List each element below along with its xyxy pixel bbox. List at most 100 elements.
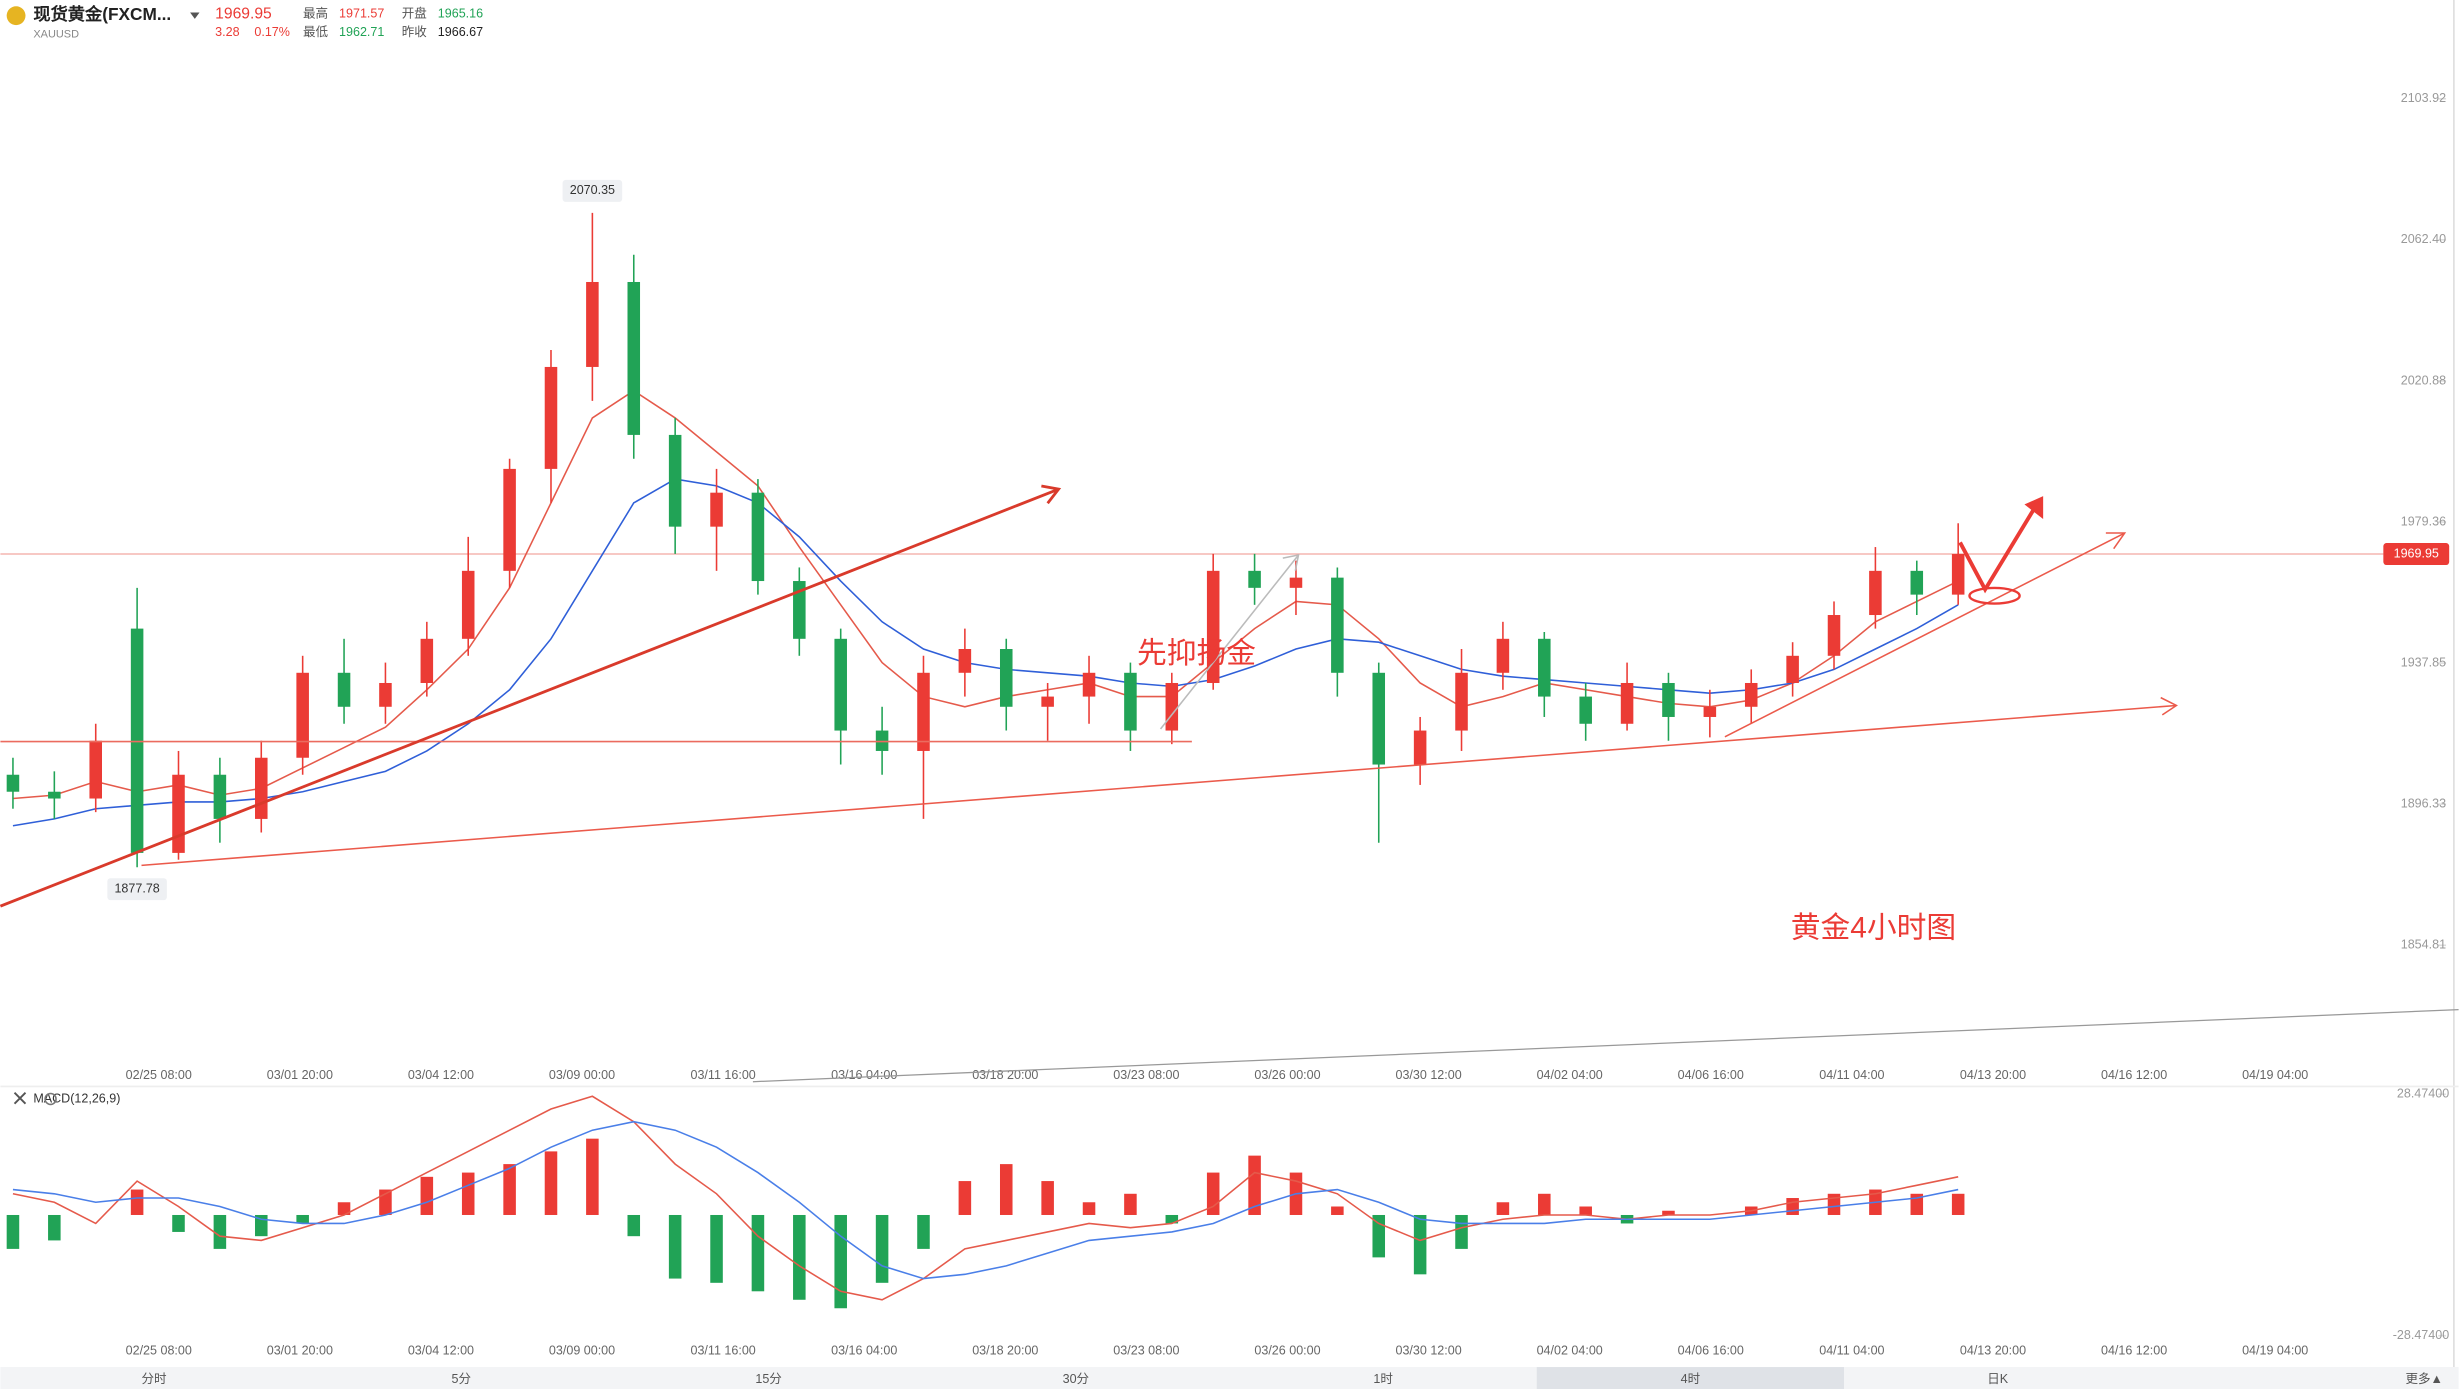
highlight-ellipse bbox=[1968, 586, 2021, 605]
candle-body bbox=[1041, 696, 1054, 707]
candle-body bbox=[668, 434, 682, 527]
x-tick-label: 04/16 12:00 bbox=[2101, 1068, 2167, 1082]
macd-bar bbox=[6, 1214, 20, 1249]
macd-bar bbox=[1413, 1214, 1427, 1275]
candle-body bbox=[1951, 554, 1965, 595]
x-tick-label: 03/11 16:00 bbox=[690, 1068, 755, 1082]
close-icon[interactable] bbox=[13, 1092, 27, 1105]
stat-value: 1966.67 bbox=[438, 25, 483, 39]
x-tick-label: 03/26 00:00 bbox=[1254, 1344, 1320, 1358]
gold-icon bbox=[6, 6, 26, 26]
macd-bar bbox=[1248, 1155, 1261, 1215]
x-tick-label: 03/23 08:00 bbox=[1113, 1068, 1179, 1082]
macd-bar bbox=[668, 1214, 682, 1279]
candle-body bbox=[1538, 638, 1551, 697]
y-tick-label: 28.47400 bbox=[2397, 1087, 2449, 1101]
x-tick-label: 03/01 20:00 bbox=[267, 1068, 333, 1082]
tab-label[interactable]: 4时 bbox=[1681, 1372, 1701, 1386]
tab[interactable] bbox=[2151, 1367, 2459, 1389]
macd-line bbox=[12, 1120, 1959, 1280]
settings-icon[interactable] bbox=[44, 1092, 57, 1106]
dropdown-icon[interactable] bbox=[190, 12, 200, 19]
x-tick-label: 04/19 04:00 bbox=[2242, 1344, 2308, 1358]
candle-body bbox=[503, 468, 516, 571]
extreme-tag bbox=[562, 179, 623, 202]
candle-body bbox=[917, 672, 930, 751]
macd-bar bbox=[999, 1164, 1013, 1215]
price-tag bbox=[2383, 543, 2450, 565]
x-tick-label: 03/04 12:00 bbox=[408, 1344, 474, 1358]
x-tick-label: 04/06 16:00 bbox=[1678, 1068, 1744, 1082]
tab[interactable] bbox=[614, 1367, 923, 1389]
candle-body bbox=[1703, 706, 1717, 717]
stat-label: 昨收 bbox=[402, 25, 428, 39]
macd-bar bbox=[1331, 1206, 1344, 1215]
macd-bar bbox=[544, 1151, 558, 1215]
candle-body bbox=[958, 649, 972, 673]
tab-label[interactable]: 15分 bbox=[755, 1372, 782, 1386]
tab-label[interactable]: 分时 bbox=[142, 1372, 168, 1386]
tab[interactable] bbox=[1536, 1367, 1845, 1389]
candle-body bbox=[1827, 615, 1841, 656]
macd-bar bbox=[296, 1214, 309, 1224]
extreme-label: 2070.35 bbox=[570, 183, 615, 197]
symbol-name[interactable]: 现货黄金(FXCM... bbox=[33, 4, 171, 24]
x-tick-label: 04/02 04:00 bbox=[1537, 1068, 1603, 1082]
candle-body bbox=[834, 638, 847, 731]
price-change: 3.28 bbox=[215, 25, 239, 39]
x-tick-label: 03/23 08:00 bbox=[1113, 1344, 1179, 1358]
price-tag-label: 1969.95 bbox=[2394, 546, 2439, 560]
candle-body bbox=[1289, 577, 1303, 588]
candle-body bbox=[1124, 672, 1137, 731]
tab-label[interactable]: 5分 bbox=[452, 1372, 472, 1386]
tab[interactable] bbox=[922, 1367, 1230, 1389]
annotation: 先抑扬金 bbox=[1137, 637, 1256, 670]
candle-body bbox=[1082, 672, 1096, 697]
candle-body bbox=[255, 757, 268, 819]
x-tick-label: 04/13 20:00 bbox=[1960, 1344, 2026, 1358]
stat-label: 最低 bbox=[303, 25, 329, 39]
y-tick-label: 1979.36 bbox=[2401, 514, 2446, 528]
tab-label[interactable]: 30分 bbox=[1063, 1372, 1090, 1386]
candle-body bbox=[751, 492, 765, 582]
candle-body bbox=[1662, 682, 1675, 717]
stat-label: 最高 bbox=[303, 5, 328, 20]
macd-bar bbox=[503, 1164, 516, 1215]
arrow-head bbox=[1282, 553, 1300, 571]
symbol-code: XAUUSD bbox=[33, 28, 79, 40]
tab-label[interactable]: 1时 bbox=[1373, 1372, 1393, 1386]
macd-bar bbox=[1372, 1214, 1386, 1258]
macd-bar bbox=[1165, 1214, 1179, 1224]
macd-bar bbox=[710, 1214, 723, 1283]
macd-bar bbox=[793, 1214, 806, 1300]
tab[interactable] bbox=[307, 1367, 615, 1389]
tab-label[interactable]: 日K bbox=[1987, 1372, 2009, 1386]
candle-body bbox=[544, 366, 558, 469]
candle-body bbox=[1744, 682, 1758, 707]
y-tick-label: 2062.40 bbox=[2401, 232, 2446, 246]
tab[interactable] bbox=[0, 1367, 308, 1389]
trend-line bbox=[1724, 532, 2126, 738]
candle-body bbox=[627, 281, 641, 435]
y-tick-label: 1854.81 bbox=[2401, 938, 2446, 952]
x-tick-label: 03/04 12:00 bbox=[408, 1068, 474, 1082]
x-tick-label: 04/19 04:00 bbox=[2242, 1068, 2308, 1082]
current-price: 1969.95 bbox=[215, 5, 272, 22]
tab-label[interactable]: 更多▲ bbox=[2405, 1372, 2442, 1386]
candle-body bbox=[1331, 577, 1344, 673]
candle-body bbox=[1910, 570, 1924, 595]
macd-bar bbox=[875, 1214, 889, 1283]
x-tick-label: 03/18 20:00 bbox=[972, 1344, 1038, 1358]
x-tick-label: 03/16 04:00 bbox=[831, 1344, 897, 1358]
tab[interactable] bbox=[1229, 1367, 1537, 1389]
arrow-head bbox=[2024, 496, 2044, 519]
arrow-head bbox=[2105, 532, 2127, 550]
x-tick-label: 02/25 08:00 bbox=[126, 1068, 192, 1082]
extreme-label: 1877.78 bbox=[114, 882, 159, 896]
macd-bar bbox=[958, 1181, 972, 1215]
tab[interactable] bbox=[1844, 1367, 2152, 1389]
macd-bar bbox=[1579, 1206, 1592, 1215]
candle-body bbox=[89, 740, 102, 799]
macd-bar bbox=[1041, 1181, 1054, 1215]
x-tick-label: 03/01 20:00 bbox=[267, 1344, 333, 1358]
